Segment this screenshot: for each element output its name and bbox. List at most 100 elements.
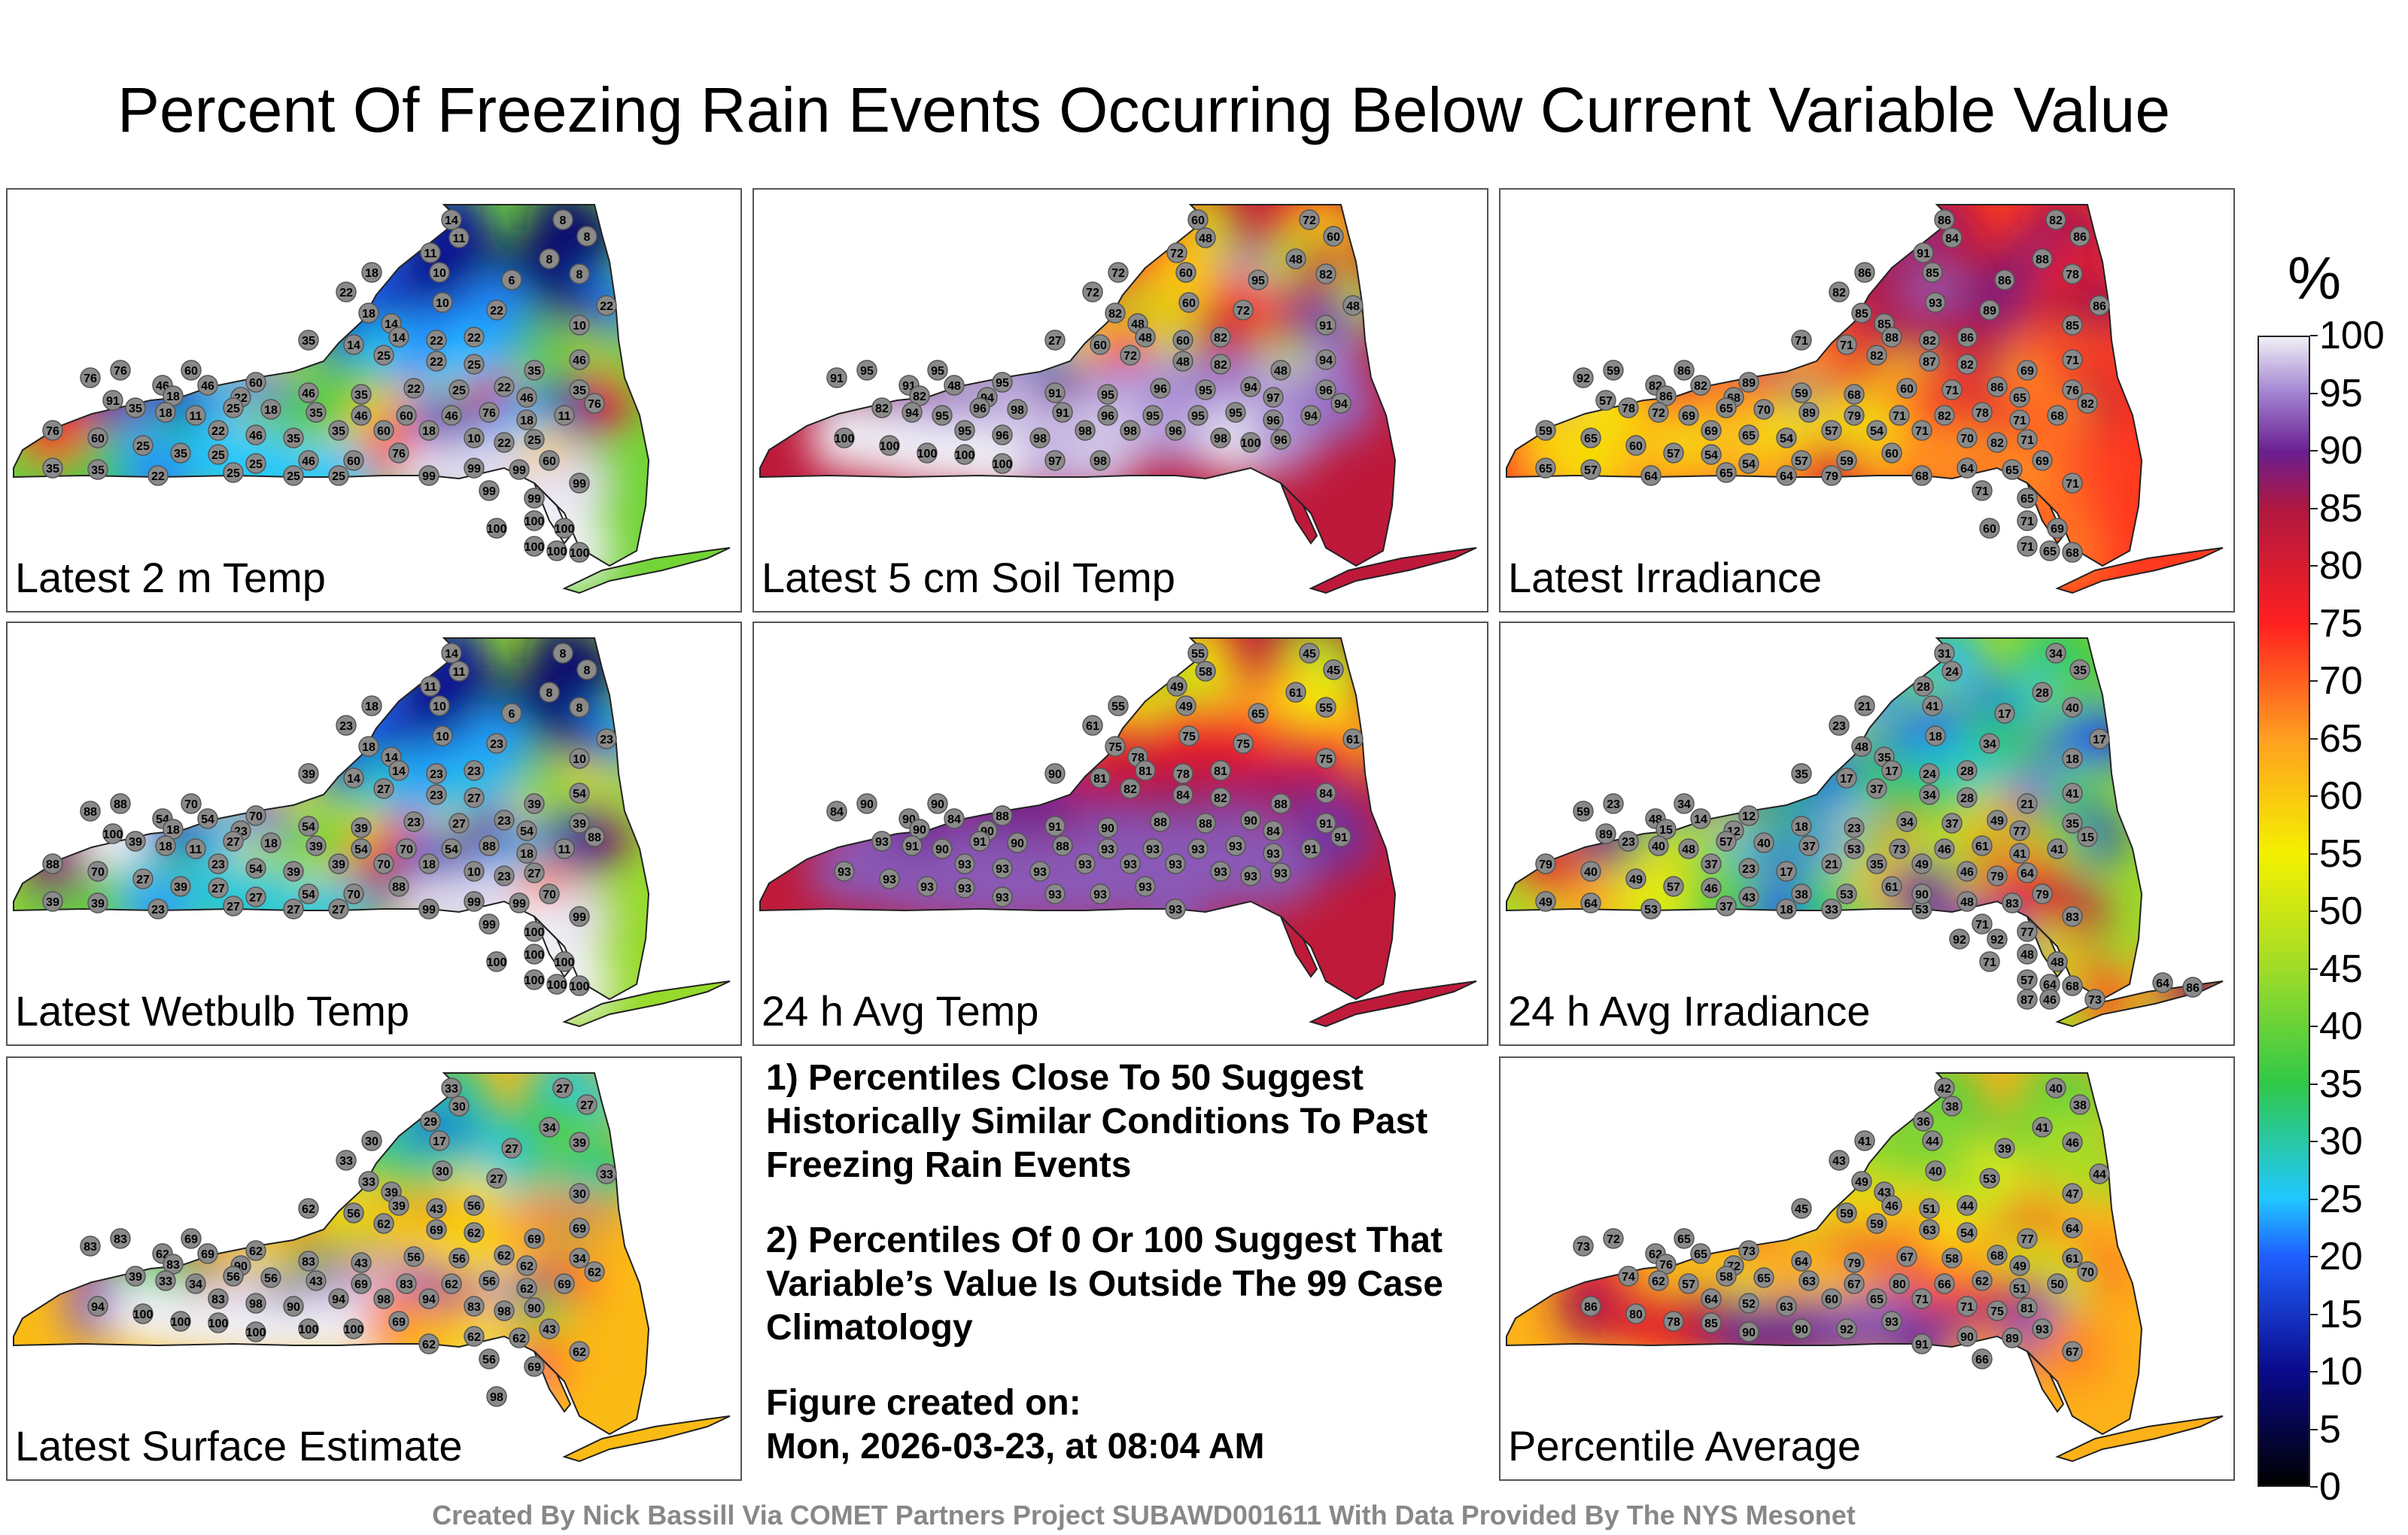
station-marker: 71 xyxy=(1979,951,2000,972)
station-value: 71 xyxy=(1983,956,1996,969)
colorbar-tick-label: 80 xyxy=(2319,544,2363,588)
station-marker: 41 xyxy=(1854,1130,1875,1151)
station-marker: 75 xyxy=(1315,748,1336,769)
station-marker: 21 xyxy=(1854,695,1875,716)
station-marker: 94 xyxy=(328,1288,349,1309)
station-marker: 37 xyxy=(1716,895,1737,916)
station-marker: 18 xyxy=(516,843,537,864)
station-marker: 28 xyxy=(1956,760,1978,781)
station-value: 96 xyxy=(1154,383,1167,396)
station-value: 65 xyxy=(2043,546,2057,558)
colorbar-tick-label: 95 xyxy=(2319,371,2363,415)
station-value: 49 xyxy=(1915,859,1929,871)
station-marker: 83 xyxy=(2002,892,2023,913)
station-marker: 90 xyxy=(1738,1321,1759,1342)
station-value: 67 xyxy=(2066,1346,2079,1359)
station-marker: 100 xyxy=(486,518,507,539)
station-value: 43 xyxy=(1742,892,1756,904)
station-marker: 93 xyxy=(1044,883,1066,904)
station-marker: 92 xyxy=(1836,1318,1857,1339)
station-value: 81 xyxy=(1214,765,1227,778)
station-value: 17 xyxy=(1885,765,1899,778)
station-marker: 40 xyxy=(1580,861,1601,882)
station-marker: 54 xyxy=(1776,427,1797,448)
colorbar xyxy=(2258,336,2310,1487)
station-value: 62 xyxy=(1652,1275,1665,1288)
station-value: 77 xyxy=(2020,926,2034,939)
station-marker: 38 xyxy=(1791,883,1812,904)
station-marker: 51 xyxy=(2009,1278,2030,1299)
station-value: 37 xyxy=(1802,840,1816,853)
station-value: 31 xyxy=(1938,648,1951,661)
station-marker: 27 xyxy=(373,778,394,799)
station-value: 48 xyxy=(1289,254,1303,266)
station-value: 73 xyxy=(1893,843,1906,856)
station-value: 100 xyxy=(835,433,855,445)
station-marker: 62 xyxy=(464,1326,485,1347)
station-marker: 43 xyxy=(306,1270,327,1291)
station-value: 28 xyxy=(1917,681,1930,694)
station-marker: 71 xyxy=(2017,429,2038,450)
station-value: 98 xyxy=(497,1306,511,1318)
station-value: 90 xyxy=(1742,1327,1756,1339)
station-value: 70 xyxy=(1960,433,1974,445)
station-marker: 93 xyxy=(917,876,938,897)
colorbar-tick-mark xyxy=(2310,1141,2318,1142)
station-value: 54 xyxy=(302,889,315,901)
station-marker: 34 xyxy=(1979,733,2000,754)
station-marker: 98 xyxy=(1210,427,1231,448)
station-value: 59 xyxy=(1576,806,1590,819)
station-marker: 69 xyxy=(569,1217,590,1239)
colorbar-tick-label: 50 xyxy=(2319,889,2363,933)
station-value: 10 xyxy=(573,320,586,333)
station-marker: 61 xyxy=(1881,876,1902,897)
station-value: 76 xyxy=(482,407,496,420)
station-value: 54 xyxy=(354,843,368,856)
station-marker: 100 xyxy=(208,1312,229,1333)
station-marker: 82 xyxy=(2045,209,2066,230)
station-value: 23 xyxy=(151,904,165,916)
station-marker: 100 xyxy=(343,1318,364,1339)
station-marker: 91 xyxy=(969,831,990,852)
station-marker: 99 xyxy=(418,898,439,919)
station-marker: 93 xyxy=(2032,1318,2053,1339)
station-value: 93 xyxy=(1266,848,1280,861)
station-marker: 14 xyxy=(1690,808,1711,829)
station-marker: 88 xyxy=(1195,813,1216,834)
station-value: 86 xyxy=(2073,231,2087,244)
station-marker: 18 xyxy=(155,402,176,423)
station-marker: 69 xyxy=(2047,518,2068,539)
station-marker: 76 xyxy=(2062,379,2083,400)
station-value: 70 xyxy=(91,866,105,879)
station-value: 93 xyxy=(838,866,851,879)
station-value: 41 xyxy=(1858,1135,1871,1148)
station-value: 100 xyxy=(880,440,900,453)
station-value: 75 xyxy=(1236,738,1250,751)
field-fill xyxy=(760,638,1476,1026)
station-marker: 62 xyxy=(569,1341,590,1362)
station-value: 100 xyxy=(524,515,545,528)
station-marker: 22 xyxy=(336,281,357,302)
station-marker: 56 xyxy=(479,1348,500,1369)
station-marker: 85 xyxy=(1922,262,1943,283)
station-marker: 62 xyxy=(245,1240,266,1261)
station-value: 11 xyxy=(190,843,202,856)
station-value: 95 xyxy=(1251,275,1265,287)
station-value: 82 xyxy=(2049,214,2063,227)
station-marker: 82 xyxy=(1866,345,1887,366)
station-marker: 48 xyxy=(944,375,965,396)
station-marker: 53 xyxy=(1844,838,1865,859)
station-marker: 65 xyxy=(1753,1267,1774,1288)
station-value: 29 xyxy=(424,1116,437,1129)
station-value: 24 xyxy=(1945,666,1959,679)
station-value: 8 xyxy=(584,664,591,677)
station-value: 83 xyxy=(2005,898,2019,910)
station-value: 94 xyxy=(905,407,919,420)
station-value: 75 xyxy=(1182,731,1196,743)
station-value: 54 xyxy=(1704,449,1718,462)
station-marker: 10 xyxy=(432,292,453,313)
station-value: 64 xyxy=(2020,868,2034,880)
station-value: 56 xyxy=(347,1208,360,1220)
station-value: 46 xyxy=(2043,994,2057,1007)
